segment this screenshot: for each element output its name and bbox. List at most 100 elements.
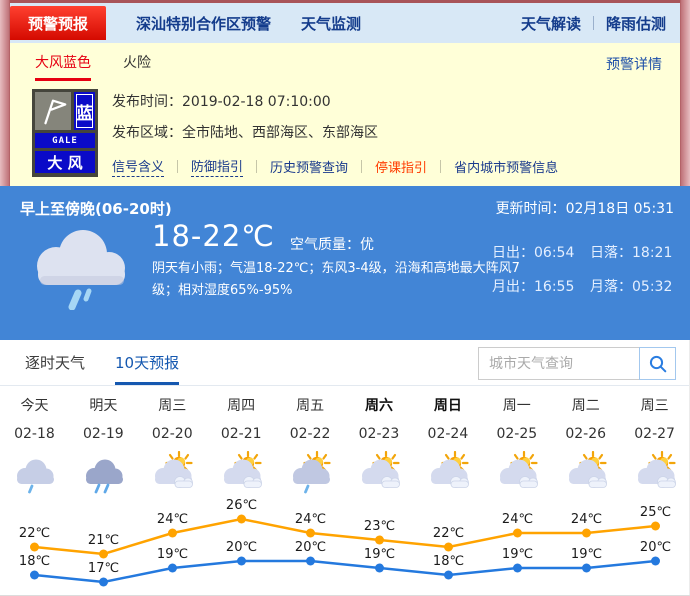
- update-time: 更新时间：02月18日 05:31: [496, 198, 674, 218]
- date-label: 02-23: [358, 426, 400, 442]
- temp-label: 21℃: [88, 533, 119, 548]
- temp-label: 19℃: [157, 547, 188, 562]
- temp-point: [582, 563, 591, 573]
- day-label: 周三: [158, 398, 187, 414]
- tab-gale-blue-warning[interactable]: 大风蓝色: [35, 52, 91, 81]
- temp-point: [651, 521, 660, 531]
- forecast-day-column[interactable]: 周三 02-20: [138, 395, 207, 495]
- divider: [361, 160, 363, 173]
- city-search-input[interactable]: [478, 347, 640, 380]
- temp-line: [34, 517, 656, 556]
- warning-links-row: 信号含义 防御指引 历史预警查询 停课指引 省内城市预警信息: [112, 156, 558, 177]
- temp-label: 22℃: [19, 526, 50, 541]
- forecast-day-column[interactable]: 周一 02-25: [482, 395, 551, 495]
- temp-line: [34, 559, 656, 584]
- day-label: 周四: [227, 398, 256, 414]
- sun-cloud-rain-icon: [276, 451, 345, 495]
- forecast-day-column[interactable]: 今天 02-18: [0, 395, 69, 495]
- temp-label: 19℃: [571, 547, 602, 562]
- day-label: 周二: [571, 398, 600, 414]
- sun-cloud-icon: [482, 451, 551, 495]
- header-tab-bar: 预警预报 深汕特别合作区预警 天气监测 天气解读 降雨估测: [10, 3, 680, 43]
- temp-point: [375, 535, 384, 545]
- link-weather-interpretation[interactable]: 天气解读: [520, 14, 581, 33]
- date-label: 02-22: [289, 426, 331, 442]
- warning-type-cn-label: 大 风: [35, 151, 95, 173]
- temperature-trend-chart: 22℃ 21℃ 24℃ 26℃ 24℃ 23℃ 22℃ 24℃ 24℃ 25℃ 18℃ 17℃ 19℃ 2…: [19, 498, 671, 587]
- air-quality-value: 优: [360, 237, 374, 253]
- publish-time-value: 2019-02-18 07:10:00: [182, 94, 331, 110]
- sun-cloud-icon: [138, 451, 207, 495]
- temp-label: 19℃: [502, 547, 533, 562]
- link-warning-details[interactable]: 预警详情: [606, 57, 662, 73]
- link-defense-guidelines[interactable]: 防御指引: [191, 156, 244, 177]
- forecast-columns: 今天 02-18 明天 02-19 周三 02-20 周四 02-21 周五 02-22 周六 02-…: [0, 395, 689, 495]
- temp-label: 26℃: [226, 498, 257, 513]
- temp-point: [306, 528, 315, 538]
- search-icon: [649, 355, 666, 372]
- publish-time-row: 发布时间：2019-02-18 07:10:00: [112, 91, 558, 111]
- temp-point: [513, 528, 522, 538]
- temp-point: [99, 577, 108, 587]
- day-label: 周日: [433, 398, 462, 414]
- tab-fire-risk-warning[interactable]: 火险: [123, 55, 151, 71]
- forecast-day-column[interactable]: 周日 02-24: [413, 395, 482, 495]
- link-rainfall-estimate[interactable]: 降雨估测: [605, 14, 666, 33]
- tab-hourly-weather[interactable]: 逐时天气: [25, 354, 86, 372]
- link-history-warning-query[interactable]: 历史预警查询: [270, 161, 349, 176]
- air-quality-label: 空气质量：: [290, 237, 360, 253]
- temp-label: 20℃: [226, 540, 257, 555]
- sun-cloud-icon: [551, 451, 620, 495]
- divider: [592, 16, 594, 30]
- temp-point: [651, 556, 660, 566]
- temp-label: 18℃: [433, 554, 464, 569]
- current-weather-panel: 早上至傍晚(06-20时) 更新时间：02月18日 05:31 18-22℃ 空…: [0, 186, 690, 340]
- tab-shenshan-cooperation-warning[interactable]: 深汕特别合作区预警: [136, 14, 272, 33]
- temp-point: [375, 563, 384, 573]
- forecast-day-column[interactable]: 周四 02-21: [207, 395, 276, 495]
- day-label: 周五: [296, 398, 325, 414]
- day-label: 周一: [502, 398, 531, 414]
- search-button[interactable]: [639, 347, 676, 380]
- air-quality: 空气质量：优: [290, 234, 374, 254]
- tab-warning-forecast[interactable]: 预警预报: [10, 6, 107, 40]
- forecast-day-column[interactable]: 周五 02-22: [276, 395, 345, 495]
- sun-cloud-icon: [207, 451, 276, 495]
- date-label: 02-19: [83, 426, 124, 442]
- forecast-day-column[interactable]: 周二 02-26: [551, 395, 620, 495]
- warning-section-frame: 预警预报 深汕特别合作区预警 天气监测 天气解读 降雨估测 大风蓝色 火险 预警…: [0, 0, 690, 186]
- sunset-time: 日落：18:21: [590, 245, 673, 261]
- sun-cloud-icon: [413, 451, 482, 495]
- link-signal-meaning[interactable]: 信号含义: [112, 156, 165, 177]
- temp-label: 17℃: [88, 561, 119, 576]
- publish-area-label: 发布区域：: [112, 125, 182, 141]
- temp-point: [99, 549, 108, 559]
- warning-type-tabs: 大风蓝色 火险 预警详情: [10, 43, 680, 81]
- temp-point: [306, 556, 315, 566]
- temp-point: [444, 542, 453, 552]
- day-label: 今天: [20, 398, 49, 414]
- date-label: 02-20: [151, 426, 193, 442]
- forecast-section: 逐时天气 10天预报 今天02-18明天02-19周三02-20周四02-21周…: [0, 340, 690, 595]
- temp-point: [513, 563, 522, 573]
- forecast-day-column[interactable]: 周三 02-27: [620, 395, 689, 495]
- link-class-suspension-guide[interactable]: 停课指引: [375, 161, 428, 176]
- temp-point: [30, 542, 39, 552]
- moonset-time: 月落：05:32: [590, 279, 673, 295]
- forecast-day-column[interactable]: 明天 02-19: [69, 395, 138, 495]
- day-label: 周三: [640, 398, 669, 414]
- tab-weather-monitoring[interactable]: 天气监测: [301, 14, 362, 33]
- link-province-city-warnings[interactable]: 省内城市预警信息: [454, 161, 559, 176]
- tab-10day-forecast[interactable]: 10天预报: [115, 352, 180, 385]
- temp-label: 24℃: [157, 512, 188, 527]
- temp-label: 20℃: [295, 540, 326, 555]
- date-label: 02-24: [427, 426, 469, 442]
- publish-time-label: 发布时间：: [112, 94, 182, 110]
- forecast-day-column[interactable]: 周六 02-23: [345, 395, 414, 495]
- date-label: 02-21: [220, 426, 262, 442]
- date-label: 02-26: [565, 426, 607, 442]
- warning-level-label: 蓝: [74, 92, 95, 130]
- warning-type-en-label: GALE: [35, 133, 95, 148]
- moonrise-time: 月出：16:55: [492, 279, 575, 295]
